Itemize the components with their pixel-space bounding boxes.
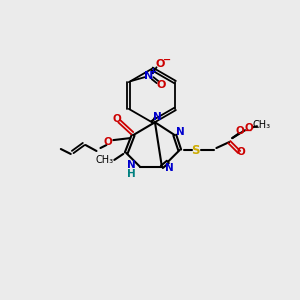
Text: CH₃: CH₃ (95, 155, 113, 165)
Text: CH₃: CH₃ (253, 120, 271, 130)
Text: O: O (103, 137, 112, 147)
Text: O: O (157, 80, 166, 90)
Text: N: N (144, 71, 153, 81)
Text: H: H (127, 169, 136, 179)
Text: O: O (113, 114, 122, 124)
Text: O: O (156, 59, 165, 69)
Text: S: S (191, 143, 200, 157)
Text: O: O (245, 123, 254, 133)
Text: N: N (165, 163, 174, 173)
Text: O: O (237, 147, 245, 157)
Text: +: + (149, 67, 156, 76)
Text: −: − (164, 55, 172, 65)
Text: N: N (127, 160, 136, 170)
Text: N: N (176, 127, 185, 137)
Text: O−: O− (236, 126, 253, 136)
Text: N: N (153, 112, 161, 122)
